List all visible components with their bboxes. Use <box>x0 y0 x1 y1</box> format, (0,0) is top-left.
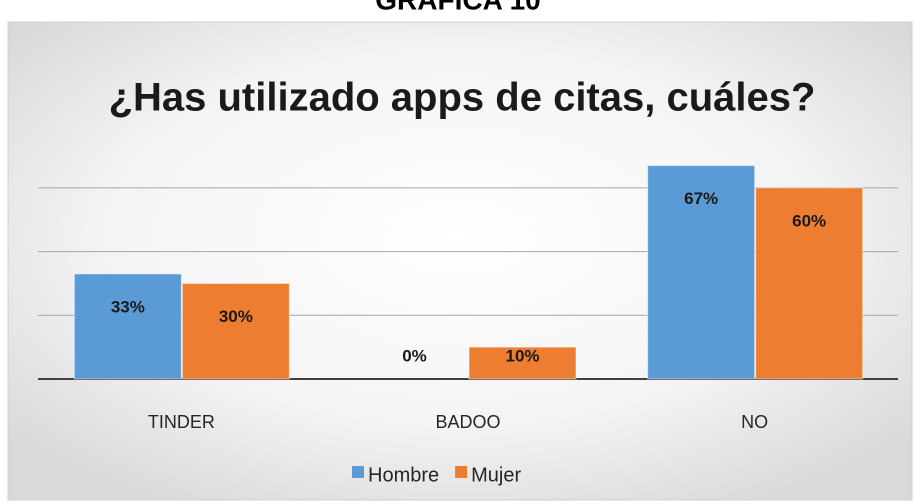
bar <box>73 273 182 380</box>
x-tick-label: NO <box>741 412 768 432</box>
data-label: 33% <box>111 297 145 316</box>
data-label: 60% <box>792 211 826 230</box>
data-label: 30% <box>219 307 253 326</box>
bar <box>468 346 577 380</box>
bar <box>755 187 864 380</box>
x-tick-label: BADOO <box>435 412 500 432</box>
legend-label: Hombre <box>368 464 439 486</box>
x-tick-label: TINDER <box>148 412 215 432</box>
data-label: 67% <box>684 189 718 208</box>
data-label: 10% <box>505 346 539 365</box>
legend-swatch <box>352 466 364 478</box>
bar <box>181 282 290 380</box>
legend-swatch <box>455 466 468 478</box>
legend-label: Mujer <box>471 464 521 486</box>
page-header: GRÁFICA 10 <box>375 0 540 15</box>
chart-title: ¿Has utilizado apps de citas, cuáles? <box>109 76 816 120</box>
bar <box>647 165 756 380</box>
data-label: 0% <box>402 346 427 365</box>
